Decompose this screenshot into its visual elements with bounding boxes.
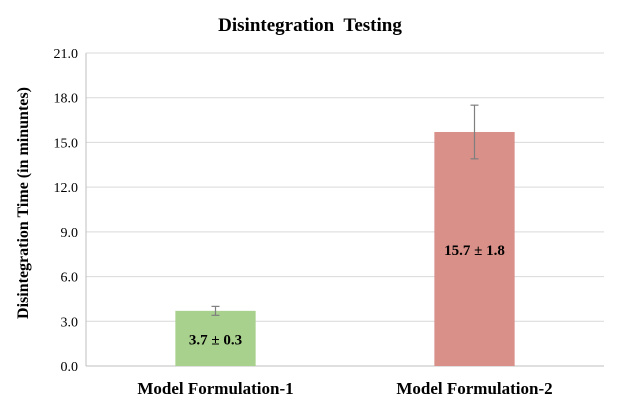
x-category-label: Model Formulation-1 xyxy=(137,379,293,398)
chart-title: Disintegration Testing xyxy=(218,15,402,36)
x-category-label: Model Formulation-2 xyxy=(396,379,552,398)
y-tick-label: 15.0 xyxy=(54,136,79,151)
y-tick-label: 18.0 xyxy=(54,92,79,107)
data-label: 15.7 ± 1.8 xyxy=(444,243,505,259)
y-tick-label: 3.0 xyxy=(61,315,79,330)
y-tick-label: 21.0 xyxy=(54,47,79,62)
bar xyxy=(434,131,515,366)
bar xyxy=(175,310,256,366)
y-tick-label: 0.0 xyxy=(61,360,79,375)
y-tick-label: 9.0 xyxy=(61,226,79,241)
data-label: 3.7 ± 0.3 xyxy=(189,332,242,348)
y-tick-label: 12.0 xyxy=(54,181,79,196)
y-axis-label: Disintegration Time (in minuntes) xyxy=(15,87,32,319)
y-tick-label: 6.0 xyxy=(61,271,79,286)
